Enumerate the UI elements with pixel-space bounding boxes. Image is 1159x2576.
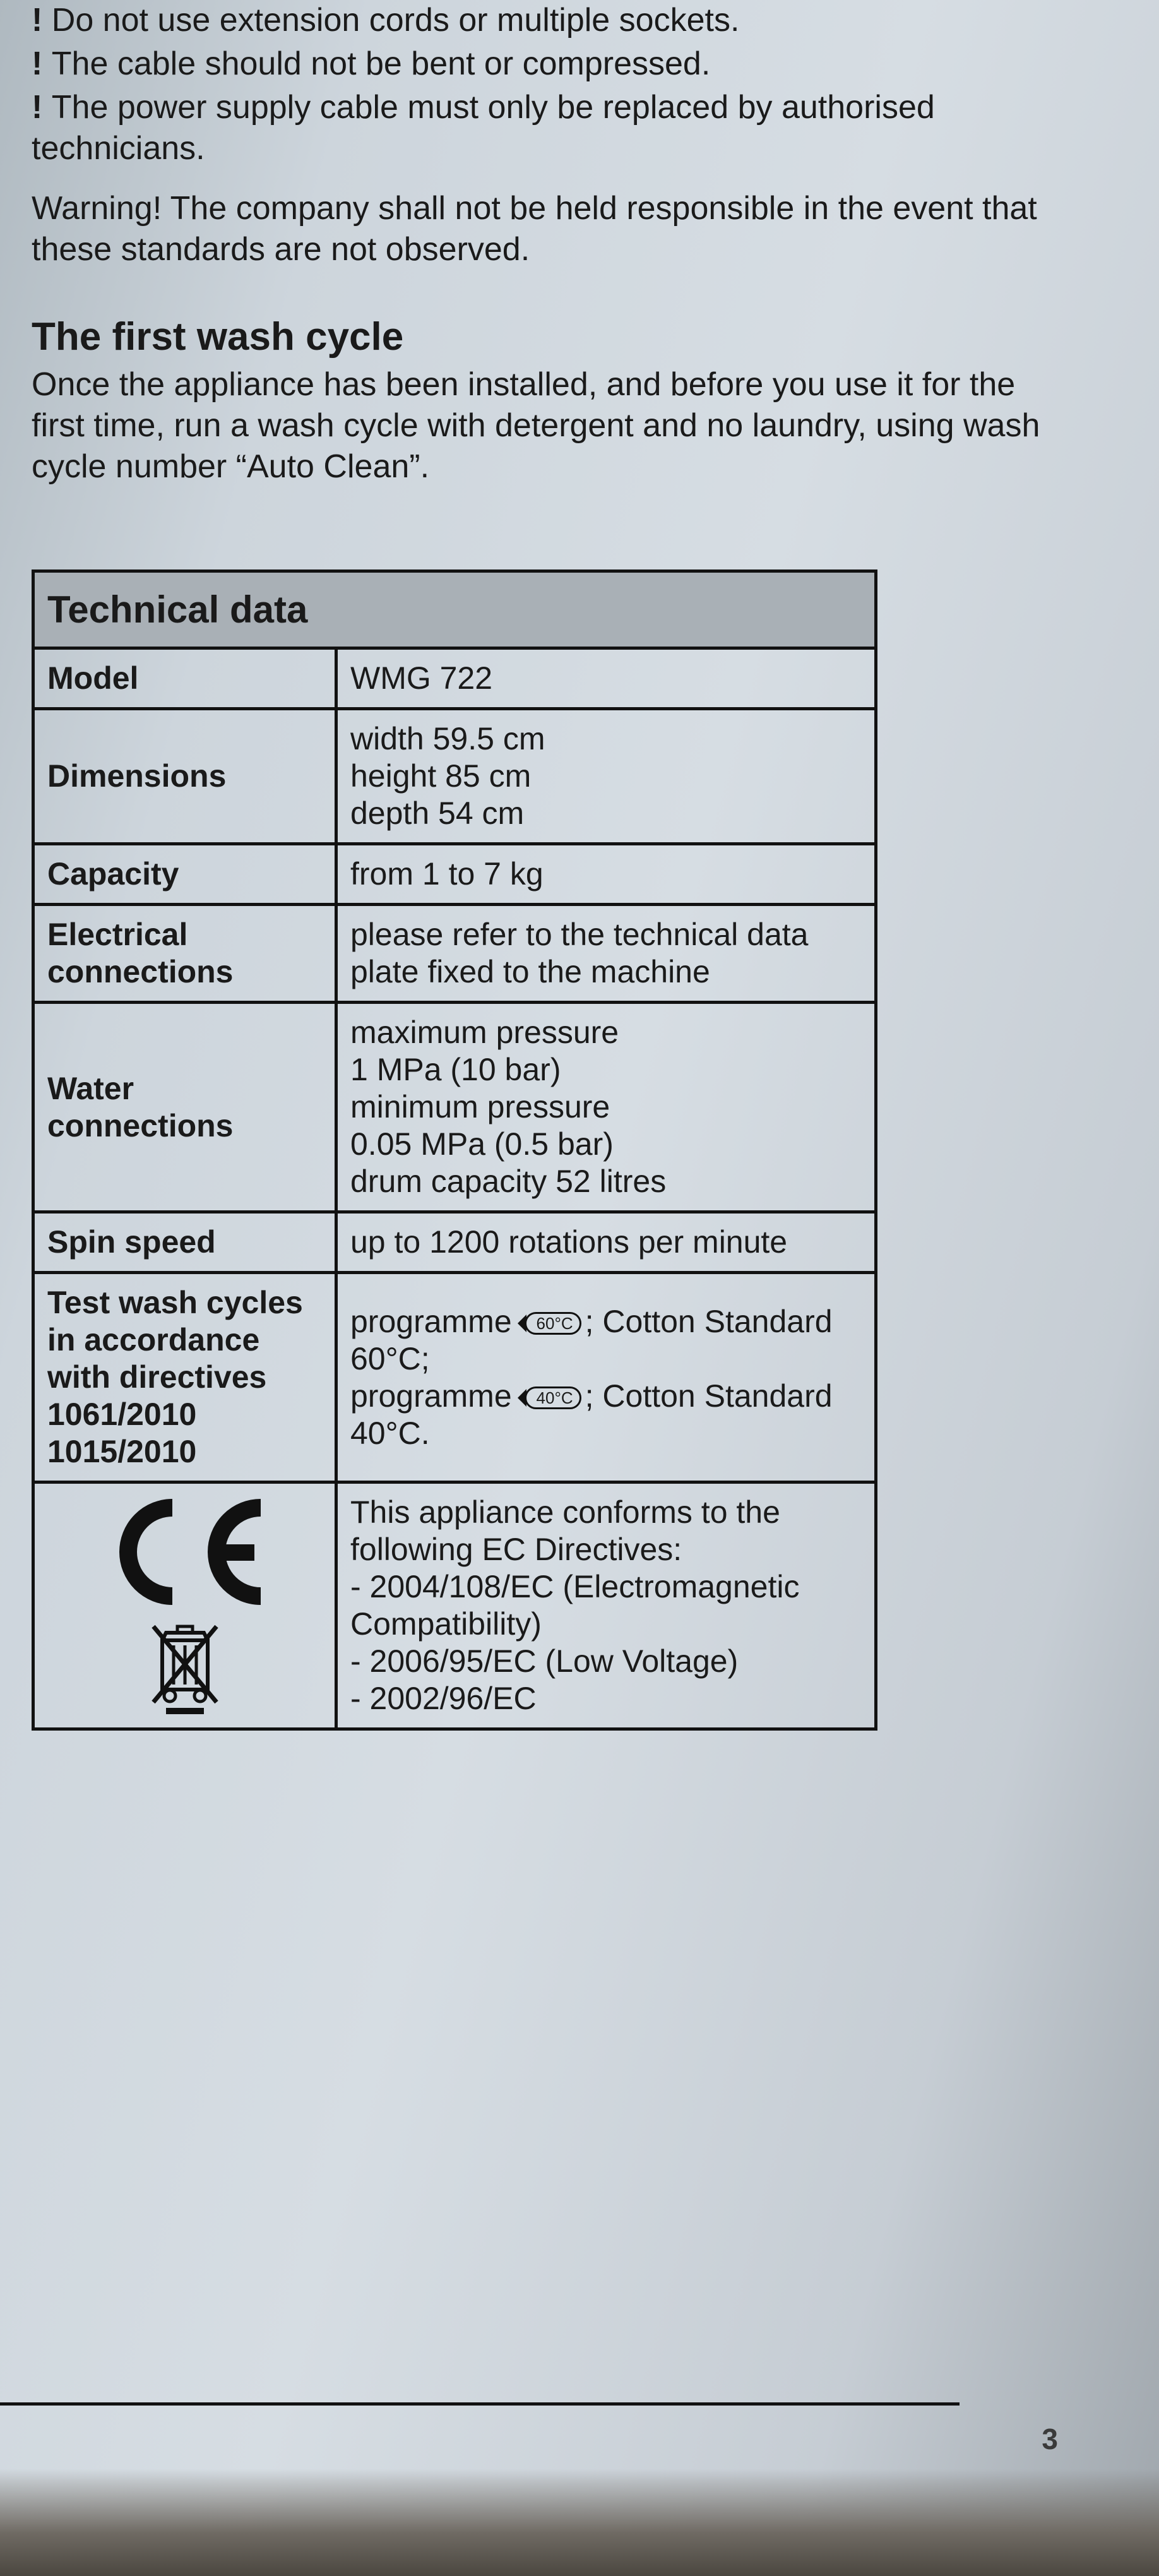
row-value-model: WMG 722 (336, 648, 876, 709)
row-label-water: Water connections (33, 1003, 336, 1212)
table-header: Technical data (33, 571, 876, 648)
warning-text: The power supply cable must only be repl… (32, 89, 935, 167)
row-value-water: maximum pressure1 MPa (10 bar)minimum pr… (336, 1003, 876, 1212)
table-row: Test wash cycles in accordance with dire… (33, 1273, 876, 1482)
row-value-spin: up to 1200 rotations per minute (336, 1212, 876, 1273)
table-row: Spin speed up to 1200 rotations per minu… (33, 1212, 876, 1273)
row-label-electrical: Electrical connections (33, 905, 336, 1003)
row-value-capacity: from 1 to 7 kg (336, 844, 876, 905)
warning-item: ! The cable should not be bent or compre… (32, 44, 1058, 85)
row-label-model: Model (33, 648, 336, 709)
row-label-test: Test wash cycles in accordance with dire… (33, 1273, 336, 1482)
temp-badge-60-icon: 60°C (525, 1312, 581, 1335)
warning-text: The cable should not be bent or compress… (52, 45, 711, 82)
table-row: Water connections maximum pressure1 MPa … (33, 1003, 876, 1212)
page-number: 3 (1042, 2422, 1058, 2456)
row-value-dimensions: width 59.5 cmheight 85 cmdepth 54 cm (336, 709, 876, 844)
ce-mark-cell (33, 1482, 336, 1729)
row-label-dimensions: Dimensions (33, 709, 336, 844)
table-row: Capacity from 1 to 7 kg (33, 844, 876, 905)
warnings-block: ! Do not use extension cords or multiple… (32, 0, 1058, 270)
table-row: Dimensions width 59.5 cmheight 85 cmdept… (33, 709, 876, 844)
row-value-electrical: please refer to the technical data plate… (336, 905, 876, 1003)
table-row: Electrical connections please refer to t… (33, 905, 876, 1003)
weee-bin-icon (147, 1621, 223, 1716)
table-row: This appliance conforms to the following… (33, 1482, 876, 1729)
technical-data-table: Technical data Model WMG 722 Dimensions … (32, 569, 877, 1731)
page-curl-shadow (0, 2469, 1159, 2576)
warning-item: ! Do not use extension cords or multiple… (32, 0, 1058, 41)
warning-notice: Warning! The company shall not be held r… (32, 188, 1058, 270)
test-line2a: programme (350, 1378, 521, 1414)
table-row: Model WMG 722 (33, 648, 876, 709)
manual-page: ! Do not use extension cords or multiple… (0, 0, 1159, 1731)
test-line1a: programme (350, 1304, 521, 1339)
warning-item: ! The power supply cable must only be re… (32, 87, 1058, 169)
footer-rule (0, 2402, 960, 2406)
row-label-capacity: Capacity (33, 844, 336, 905)
first-wash-body: Once the appliance has been installed, a… (32, 364, 1058, 487)
row-value-test: programme 60°C; Cotton Standard 60°C; pr… (336, 1273, 876, 1482)
first-wash-title: The first wash cycle (32, 314, 1058, 359)
ce-mark-icon (90, 1495, 280, 1609)
row-value-ce: This appliance conforms to the following… (336, 1482, 876, 1729)
temp-badge-40-icon: 40°C (525, 1386, 581, 1409)
warning-text: Do not use extension cords or multiple s… (52, 2, 740, 39)
row-label-spin: Spin speed (33, 1212, 336, 1273)
